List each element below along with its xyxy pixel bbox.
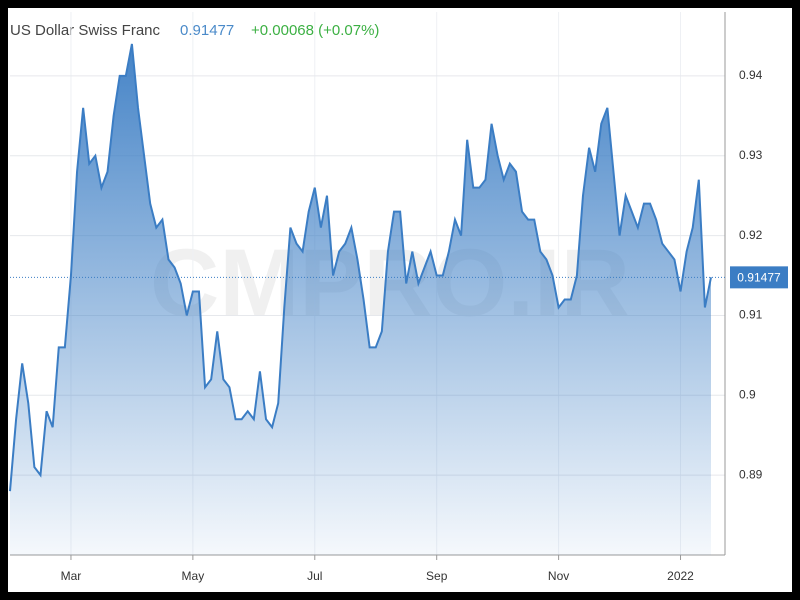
title: US Dollar Swiss Franc (10, 22, 161, 39)
x-tick-label: May (182, 569, 205, 583)
x-tick-label: Jul (307, 569, 322, 583)
last-value-label: 0.91477 (737, 271, 781, 285)
y-tick-label: 0.89 (739, 467, 763, 481)
y-tick-label: 0.92 (739, 228, 763, 242)
y-tick-label: 0.94 (739, 68, 763, 82)
line (9, 43, 712, 492)
x-tick-label: Sep (426, 569, 448, 583)
area-fill (10, 43, 711, 556)
y-tick-label: 0.91 (739, 308, 763, 322)
x-tick-label: Mar (61, 569, 82, 583)
y-tick-label: 0.9 (739, 387, 756, 401)
price: 0.91477 (180, 22, 234, 39)
last-value-badge (730, 266, 788, 289)
x-tick-label: Nov (548, 569, 569, 583)
y-tick-label: 0.93 (739, 148, 763, 162)
x-tick-label: 2022 (667, 569, 694, 583)
